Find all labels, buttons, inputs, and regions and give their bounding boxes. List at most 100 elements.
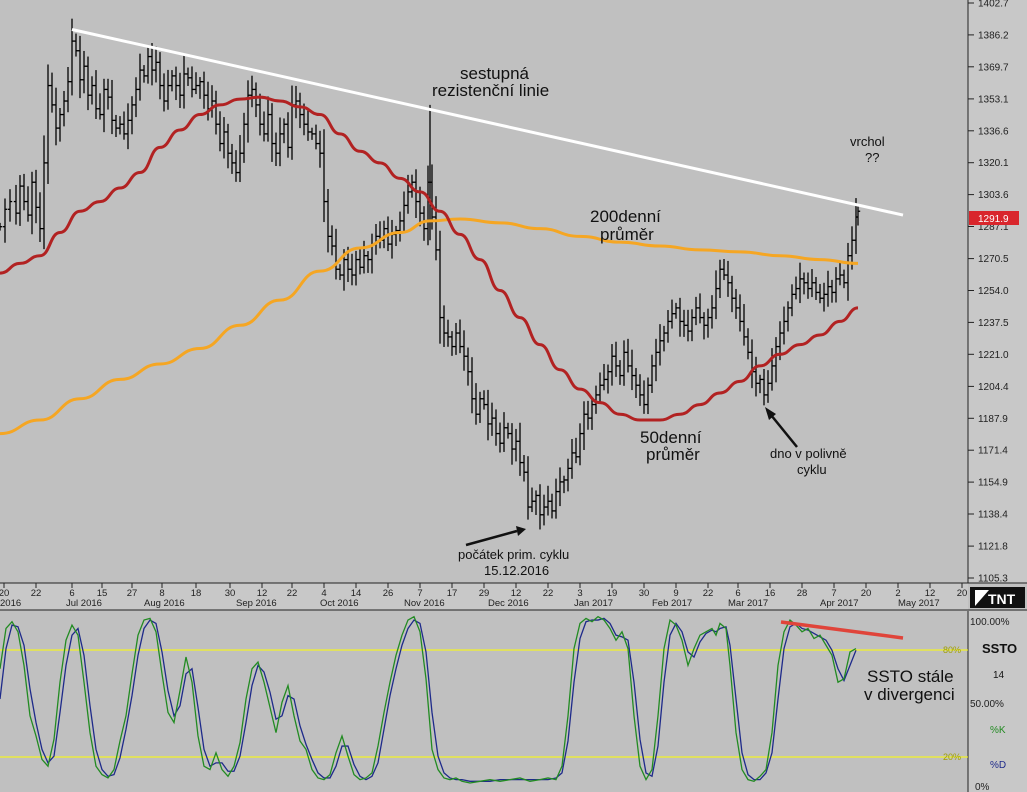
annotation-ma50-line1: 50denní — [640, 428, 702, 447]
x-tick-label: 7 — [417, 588, 422, 599]
y-tick-label: 1204.4 — [978, 382, 1009, 393]
x-axis-ticks: 20 22 6 15 27 8 18 30 12 22 4 14 26 7 17 29 12 22 3 19 30 9 22… — [0, 583, 967, 609]
price-bars — [0, 18, 861, 530]
y-tick-label: 1320.1 — [978, 158, 1009, 169]
y-tick-label: 1105.3 — [978, 574, 1008, 585]
y-tick-label: 1221.0 — [978, 350, 1009, 361]
stoch-indicator-name: SSTO — [982, 641, 1017, 656]
x-tick-label: 22 — [31, 588, 42, 599]
x-tick-label: 7 — [831, 588, 836, 599]
x-tick-label: 27 — [127, 588, 138, 599]
x-tick-label: 3 — [577, 588, 582, 599]
price-bar — [7, 189, 13, 222]
x-month-label: Dec 2016 — [488, 598, 529, 609]
price-bar — [0, 222, 3, 231]
x-tick-label: 16 — [765, 588, 776, 599]
annotation-ma200-line1: 200denní — [590, 207, 661, 226]
annotation-ssto-line1: SSTO stále — [867, 667, 954, 686]
price-bar — [855, 204, 861, 226]
y-tick-label: 1402.7 — [978, 0, 1009, 10]
price-panel — [0, 0, 968, 583]
x-month-label: Jul 2016 — [66, 598, 102, 609]
annotation-bottom-line1: dno v polivně — [770, 446, 847, 461]
x-tick-label: 20 — [0, 588, 9, 599]
y-tick-label: 1154.9 — [978, 478, 1008, 489]
y-tick-label: 1369.7 — [978, 62, 1009, 73]
x-tick-label: 22 — [543, 588, 554, 599]
x-month-label: Mar 2017 — [728, 598, 768, 609]
y-tick-label: 1336.6 — [978, 126, 1009, 137]
last-price-label: 1291.9 — [978, 214, 1009, 225]
x-tick-label: 8 — [159, 588, 164, 599]
x-tick-label: 17 — [447, 588, 458, 599]
last-price-marker: 1291.9 — [969, 211, 1019, 225]
ma200-line — [0, 217, 859, 436]
x-tick-label: 28 — [797, 588, 808, 599]
x-tick-label: 12 — [511, 588, 522, 599]
annotation-ma200-line2: průměr — [600, 225, 654, 244]
y-tick-label: 1287.1 — [978, 222, 1009, 233]
x-tick-label: 22 — [703, 588, 714, 599]
tnt-logo: TNT — [970, 587, 1025, 608]
arrow-primary-cycle — [465, 526, 526, 547]
x-month-label: Aug 2016 — [144, 598, 185, 609]
x-tick-label: 2 — [895, 588, 900, 599]
y-axis-ticks: 1402.7 1386.2 1369.7 1353.1 1336.6 1320.1 1303… — [968, 0, 1009, 585]
y-tick-label: 1303.6 — [978, 190, 1009, 201]
stoch-axis-100: 100.00% — [970, 617, 1010, 628]
x-tick-label: 26 — [383, 588, 394, 599]
x-tick-label: 30 — [639, 588, 650, 599]
annotation-bottom-line2: cyklu — [797, 462, 827, 477]
x-tick-label: 6 — [735, 588, 740, 599]
stochastic-axis-panel — [968, 611, 1027, 792]
x-month-label: Apr 2017 — [820, 598, 859, 609]
stochastic-panel — [0, 611, 968, 792]
y-tick-label: 1254.0 — [978, 286, 1009, 297]
x-tick-label: 15 — [97, 588, 108, 599]
x-tick-label: 20 — [957, 588, 968, 599]
y-tick-label: 1386.2 — [978, 30, 1009, 41]
resistance-line — [71, 28, 904, 217]
y-tick-label: 1353.1 — [978, 94, 1009, 105]
ma50-line — [0, 95, 859, 422]
y-tick-label: 1138.4 — [978, 510, 1008, 521]
x-month-label: Nov 2016 — [404, 598, 445, 609]
annotation-ssto-line2: v divergenci — [864, 685, 955, 704]
stoch-d-label: %D — [990, 760, 1006, 771]
level-80-label: 80% — [943, 645, 961, 655]
y-tick-label: 1270.5 — [978, 254, 1009, 265]
annotation-resistance-line1: sestupná — [460, 64, 530, 83]
svg-text:TNT: TNT — [988, 591, 1016, 607]
annotation-cycle-line2: 15.12.2016 — [484, 563, 549, 578]
stoch-d-line — [0, 617, 857, 782]
x-tick-label: 18 — [191, 588, 202, 599]
x-month-label: Feb 2017 — [652, 598, 692, 609]
x-month-label: May 2017 — [898, 598, 940, 609]
x-tick-label: 6 — [69, 588, 74, 599]
annotation-resistance-line2: rezistenční linie — [432, 81, 549, 100]
y-tick-label: 1171.4 — [978, 446, 1008, 457]
y-tick-label: 1237.5 — [978, 318, 1009, 329]
x-tick-label: 4 — [321, 588, 326, 599]
arrow-bottom-half — [765, 407, 798, 448]
x-tick-label: 9 — [673, 588, 678, 599]
x-tick-label: 29 — [479, 588, 490, 599]
x-tick-label: 30 — [225, 588, 236, 599]
last-price-box — [969, 211, 1019, 225]
x-tick-label: 20 — [861, 588, 872, 599]
x-tick-label: 12 — [925, 588, 936, 599]
x-month-label: Jan 2017 — [574, 598, 613, 609]
x-tick-label: 14 — [351, 588, 362, 599]
y-tick-label: 1121.8 — [978, 542, 1008, 553]
x-tick-label: 22 — [287, 588, 298, 599]
x-month-label: Sep 2016 — [236, 598, 277, 609]
stoch-k-line — [0, 615, 857, 784]
x-tick-label: 12 — [257, 588, 268, 599]
stoch-period: 14 — [993, 670, 1005, 681]
y-tick-label: 1187.9 — [978, 414, 1008, 425]
annotation-top-line2: ?? — [865, 150, 879, 165]
stoch-k-label: %K — [990, 725, 1006, 736]
annotation-cycle-line1: počátek prim. cyklu — [458, 547, 569, 562]
annotation-ma50-line2: průměr — [646, 445, 700, 464]
